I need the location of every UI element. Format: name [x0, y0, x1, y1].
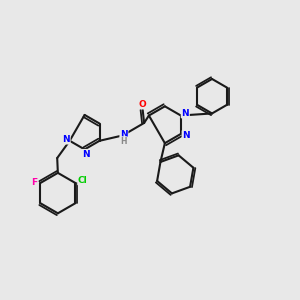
- Text: F: F: [32, 178, 38, 187]
- Text: Cl: Cl: [78, 176, 88, 184]
- Text: N: N: [82, 150, 90, 159]
- Text: N: N: [182, 131, 190, 140]
- Text: N: N: [62, 135, 70, 144]
- Text: N: N: [120, 130, 128, 139]
- Text: H: H: [121, 137, 127, 146]
- Text: O: O: [139, 100, 146, 109]
- Text: N: N: [182, 109, 189, 118]
